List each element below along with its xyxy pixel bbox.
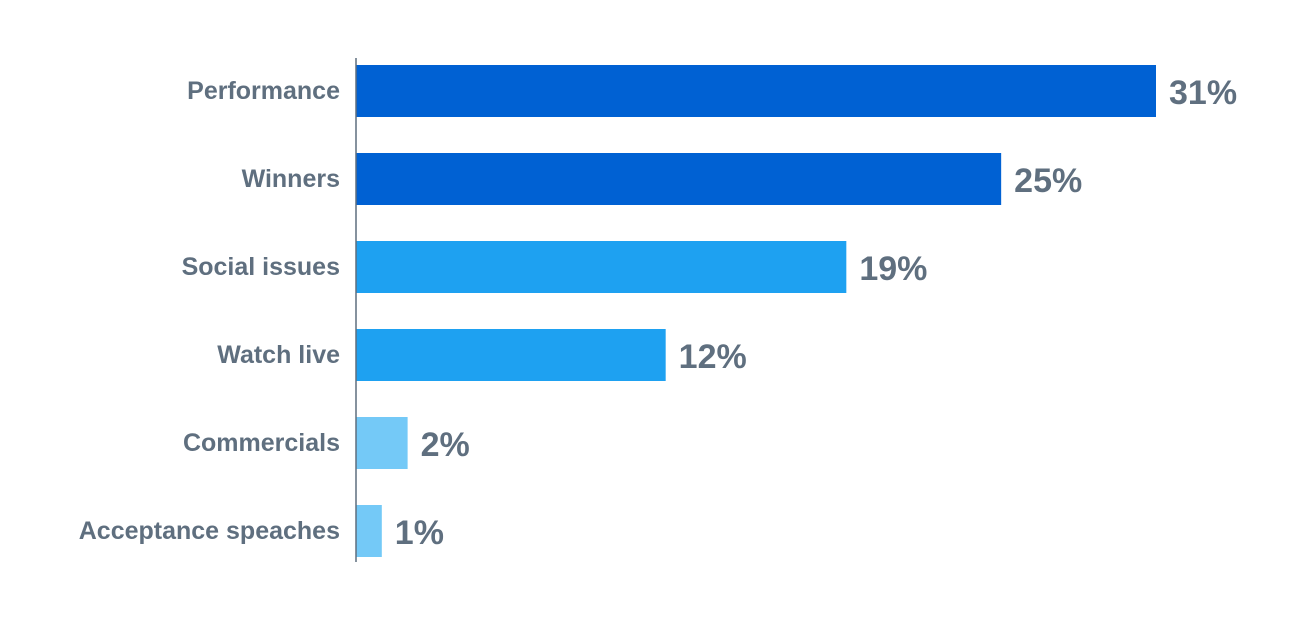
category-label: Winners: [242, 165, 340, 193]
category-label: Acceptance speaches: [79, 517, 340, 545]
category-label: Watch live: [217, 341, 340, 369]
bar-social-issues: [356, 241, 847, 293]
category-label: Commercials: [183, 429, 340, 457]
bar-winners: [356, 153, 1002, 205]
value-label: 19%: [859, 250, 927, 288]
category-label: Performance: [187, 77, 340, 105]
labels-layer: Performance 31% Winners 25% Social issues 19%…: [79, 74, 1237, 552]
bars-layer: [356, 65, 1156, 557]
value-label: 25%: [1014, 162, 1082, 200]
bar-acceptance-speaches: [356, 505, 382, 557]
bar-performance: [356, 65, 1156, 117]
value-label: 1%: [395, 514, 444, 552]
bar-commercials: [356, 417, 408, 469]
value-label: 12%: [679, 338, 747, 376]
category-label: Social issues: [182, 253, 340, 281]
value-label: 31%: [1169, 74, 1237, 112]
value-label: 2%: [421, 426, 470, 464]
bar-watch-live: [356, 329, 666, 381]
